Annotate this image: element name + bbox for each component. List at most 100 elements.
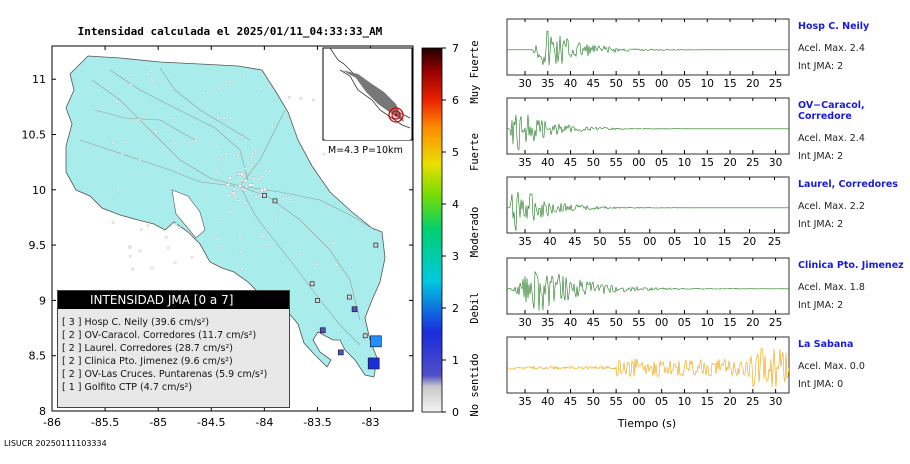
station-marker [309, 281, 315, 287]
colorbar-tick-label: 2 [452, 302, 459, 315]
waveform-tick-label: 00 [632, 396, 645, 408]
waveform-tick-label: 50 [609, 78, 622, 90]
station-jma: Int JMA: 2 [798, 219, 844, 230]
waveform-tick-label: 10 [701, 78, 714, 90]
waveform-tick-label: 35 [541, 78, 554, 90]
station-marker [362, 333, 368, 339]
waveform-tick-label: 50 [587, 396, 600, 408]
waveform-tick-label: 55 [609, 157, 622, 169]
waveform-tick-label: 30 [518, 317, 531, 329]
lat-tick-label: 8.5 [29, 350, 47, 363]
station-jma: Int JMA: 0 [798, 379, 844, 390]
legend-row: [ 3 ] Hosp C. Neily (39.6 cm/s²) [62, 317, 210, 328]
intensity-legend: INTENSIDAD JMA [0 a 7] [ 3 ] Hosp C. Nei… [57, 290, 290, 408]
waveform-tick-label: 20 [723, 157, 736, 169]
waveform-panel: 30 35 40 45 50 55 00 05 10 15 20 25 [506, 257, 790, 329]
station-marker [351, 306, 358, 313]
intensity-colorbar: 0 1 2 3 4 5 6 7 No sentido Debil Moderado Fuerte Muy… [421, 40, 481, 419]
station-marker [337, 349, 344, 356]
waveform-tick-label: 45 [564, 396, 577, 408]
station-jma: Int JMA: 2 [798, 300, 844, 311]
waveform-tick-label: 00 [643, 236, 656, 248]
waveform-tick-label: 50 [593, 236, 606, 248]
colorbar-class-label: Debil [469, 292, 481, 324]
waveform-tick-label: 05 [655, 396, 668, 408]
waveform-tick-label: 20 [746, 317, 759, 329]
legend-row: [ 2 ] OV-Caracol. Corredores (11.7 cm/s²… [62, 330, 257, 341]
waveform-tick-label: 40 [564, 78, 577, 90]
station-accel: Acel. Max. 0.0 [798, 361, 865, 372]
waveform-tick-label: 15 [701, 157, 714, 169]
waveform-panel: 35 40 45 50 55 00 05 10 15 20 25 [506, 176, 790, 248]
colorbar-tick-label: 3 [452, 250, 459, 263]
station-name: Laurel, Corredores [798, 179, 898, 190]
station-accel: Acel. Max. 2.4 [798, 133, 865, 144]
waveform-tick-label: 10 [693, 236, 706, 248]
waveform-tick-label: 45 [587, 317, 600, 329]
station-marker [262, 192, 267, 198]
lat-tick-label: 11 [32, 73, 46, 86]
lat-tick-label: 10.5 [22, 128, 47, 141]
waveform-tick-label: 00 [655, 78, 668, 90]
waveform-tick-label: 10 [678, 157, 691, 169]
lon-tick-label: -83.5 [303, 416, 331, 429]
legend-row: [ 1 ] Golfito CTP (4.7 cm/s²) [62, 382, 193, 393]
waveform-tick-label: 50 [609, 317, 622, 329]
lat-tick-label: 8 [39, 405, 46, 418]
waveform-tick-label: 40 [541, 396, 554, 408]
waveform-tick-label: 40 [564, 317, 577, 329]
colorbar-tick-label: 7 [452, 42, 459, 55]
waveform-tick-label: 05 [678, 78, 691, 90]
map-title: Intensidad calculada el 2025/01/11_04:33… [78, 25, 383, 38]
waveform-tick-label: 15 [701, 396, 714, 408]
waveform-tick-label: 00 [655, 317, 668, 329]
legend-row: [ 2 ] Clinica Pto. Jimenez (9.6 cm/s²) [62, 356, 233, 367]
waveform-tick-label: 25 [769, 317, 782, 329]
waveform-tick-label: 40 [541, 157, 554, 169]
waveform-trace [507, 114, 789, 150]
waveform-tick-label: 30 [769, 157, 782, 169]
waveform-tick-label: 20 [723, 396, 736, 408]
waveform-tick-label: 25 [746, 157, 759, 169]
lon-tick-label: -84 [255, 416, 273, 429]
lat-tick-label: 9 [39, 294, 46, 307]
station-marker [373, 242, 379, 248]
waveform-xlabel: Tiempo (s) [617, 417, 676, 430]
waveform-panel: 35 40 45 50 55 00 05 10 15 20 25 30 [506, 336, 790, 408]
waveform-tick-label: 35 [518, 396, 531, 408]
station-name: Clinica Pto. Jimenez [798, 260, 904, 271]
waveform-tick-label: 35 [541, 317, 554, 329]
location-inset [322, 47, 413, 141]
waveform-panel: 35 40 45 50 55 00 05 10 15 20 25 30 [506, 97, 790, 169]
waveform-panel: 30 35 40 45 50 55 00 05 10 15 20 25 [506, 18, 790, 90]
waveform-tick-label: 45 [587, 78, 600, 90]
epicenter-marker [388, 107, 404, 123]
station-name: Hosp C. Neily [798, 21, 870, 32]
waveform-tick-label: 50 [587, 157, 600, 169]
lon-tick-label: -85.5 [91, 416, 119, 429]
waveform-tick-label: 20 [743, 236, 756, 248]
lat-tick-label: 10 [32, 184, 46, 197]
waveform-tick-label: 10 [678, 396, 691, 408]
station-info: Laurel, Corredores Acel. Max. 2.2 Int JMA:… [798, 179, 898, 239]
colorbar-tick-label: 6 [452, 94, 459, 107]
station-name: La Sabana [798, 339, 854, 350]
waveform-tick-label: 25 [746, 396, 759, 408]
colorbar-class-label: Fuerte [469, 133, 481, 171]
station-info: Hosp C. Neily Acel. Max. 2.4 Int JMA: 2 [798, 21, 869, 81]
waveform-tick-label: 20 [746, 78, 759, 90]
station-info: La Sabana Acel. Max. 0.0 Int JMA: 0 [798, 339, 865, 399]
station-name: OV−Caracol, Corredore [798, 100, 865, 122]
waveform-tick-label: 55 [609, 396, 622, 408]
lon-tick-label: -86 [43, 416, 61, 429]
waveform-tick-label: 55 [632, 78, 645, 90]
station-jma: Int JMA: 2 [798, 151, 844, 162]
station-info: OV−Caracol, Corredore Acel. Max. 2.4 Int J… [798, 100, 910, 171]
waveform-tick-label: 35 [518, 157, 531, 169]
legend-row: [ 2 ] OV-Las Cruces. Puntarenas (5.9 cm/… [62, 369, 268, 380]
waveform-tick-label: 25 [768, 236, 781, 248]
colorbar-tick-label: 4 [452, 198, 459, 211]
station-accel: Acel. Max. 2.2 [798, 201, 865, 212]
